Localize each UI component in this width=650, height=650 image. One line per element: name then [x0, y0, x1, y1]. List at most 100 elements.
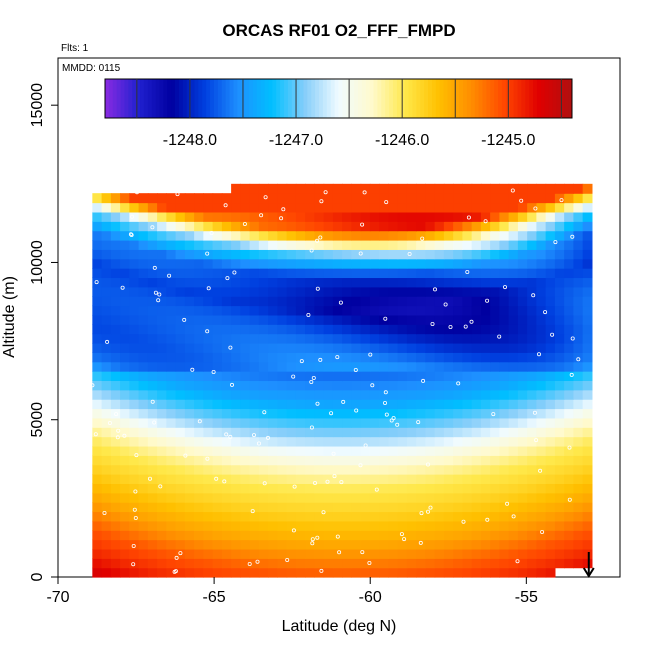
heatmap-cell — [582, 258, 593, 269]
heatmap-cell — [351, 520, 362, 531]
heatmap-cell — [397, 483, 408, 494]
heatmap-cell — [286, 474, 297, 484]
observation-point — [466, 215, 471, 220]
heatmap-cell — [351, 249, 362, 260]
colorbar — [104, 78, 573, 119]
colorbar-swatch — [202, 79, 207, 118]
heatmap-cell — [194, 483, 204, 494]
colorbar-swatch — [229, 79, 234, 118]
heatmap-cell — [101, 436, 112, 447]
heatmap-cell — [277, 558, 288, 569]
heatmap-cell — [314, 230, 325, 241]
heatmap-cell — [305, 193, 315, 204]
heatmap-cell — [268, 464, 278, 475]
heatmap-cell — [249, 342, 260, 353]
heatmap-cell — [175, 511, 186, 522]
heatmap-cell — [554, 483, 565, 494]
heatmap-cell — [305, 277, 315, 288]
heatmap-cell — [323, 361, 334, 372]
heatmap-cell — [240, 436, 251, 447]
heatmap-cell — [277, 230, 288, 241]
heatmap-cell — [120, 211, 130, 222]
colorbar-swatch — [319, 79, 324, 118]
heatmap-cell — [480, 502, 491, 513]
heatmap-cell — [388, 249, 399, 260]
heatmap-cell — [92, 530, 103, 541]
heatmap-cell — [166, 314, 177, 325]
heatmap-cell — [351, 342, 362, 353]
colorbar-swatch — [295, 79, 301, 118]
heatmap-cell — [212, 380, 223, 391]
heatmap-cell — [147, 211, 158, 222]
heatmap-cell — [101, 530, 112, 541]
heatmap-cell — [314, 249, 325, 260]
heatmap-cell — [379, 502, 389, 513]
heatmap-cell — [443, 427, 454, 438]
heatmap-cell — [258, 202, 269, 213]
heatmap-cell — [258, 502, 269, 513]
heatmap-cell — [212, 296, 223, 307]
heatmap-cell — [573, 483, 584, 494]
heatmap-cell — [388, 268, 399, 279]
heatmap-cell — [212, 324, 223, 335]
observation-point — [329, 411, 334, 416]
heatmap-cell — [360, 183, 371, 194]
heatmap-cell — [166, 380, 177, 391]
heatmap-cell — [249, 558, 260, 569]
heatmap-cell — [101, 380, 112, 391]
heatmap-cell — [425, 455, 436, 466]
heatmap-cell — [369, 389, 380, 400]
y-tick-label: 10000 — [29, 240, 46, 285]
heatmap-cell — [323, 183, 334, 194]
heatmap-cell — [517, 296, 528, 307]
heatmap-cell — [101, 324, 112, 335]
heatmap-cell — [277, 277, 288, 288]
heatmap-cell — [480, 399, 491, 410]
heatmap-cell — [147, 567, 158, 578]
heatmap-cell — [268, 399, 278, 410]
heatmap-cell — [369, 221, 380, 232]
heatmap-cell — [147, 548, 158, 559]
heatmap-cell — [157, 530, 167, 541]
heatmap-cell — [138, 371, 149, 382]
heatmap-cell — [92, 221, 103, 232]
observation-point — [419, 511, 424, 516]
heatmap-cell — [351, 211, 362, 222]
heatmap-cell — [406, 183, 417, 194]
colorbar-swatch — [408, 79, 413, 118]
heatmap-cell — [416, 249, 426, 260]
heatmap-cell — [295, 193, 306, 204]
heatmap-cell — [443, 436, 454, 447]
heatmap-cell — [351, 567, 362, 578]
heatmap-cell — [249, 464, 260, 475]
heatmap-cell — [536, 520, 547, 531]
heatmap-cell — [582, 361, 593, 372]
heatmap-cell — [480, 277, 491, 288]
heatmap-cell — [277, 436, 288, 447]
heatmap-cell — [388, 530, 399, 541]
heatmap-cell — [286, 445, 297, 456]
heatmap-cell — [332, 277, 343, 288]
colorbar-swatch — [140, 79, 145, 118]
heatmap-cell — [471, 520, 482, 531]
heatmap-cell — [120, 492, 130, 503]
heatmap-cell — [342, 427, 352, 438]
heatmap-cell — [231, 296, 241, 307]
heatmap-cell — [517, 502, 528, 513]
heatmap-cell — [240, 380, 251, 391]
observation-point — [262, 410, 267, 415]
heatmap-cell — [554, 502, 565, 513]
heatmap-cell — [166, 464, 177, 475]
colorbar-swatch — [315, 79, 320, 118]
heatmap-cell — [323, 474, 334, 484]
heatmap-cell — [286, 427, 297, 438]
heatmap-cell — [564, 333, 574, 344]
heatmap-cell — [286, 464, 297, 475]
heatmap-cell — [268, 239, 278, 250]
heatmap-cell — [138, 305, 149, 316]
heatmap-cell — [573, 286, 584, 297]
heatmap-cell — [184, 417, 195, 428]
heatmap-cell — [554, 558, 565, 569]
heatmap-cell — [582, 539, 593, 550]
